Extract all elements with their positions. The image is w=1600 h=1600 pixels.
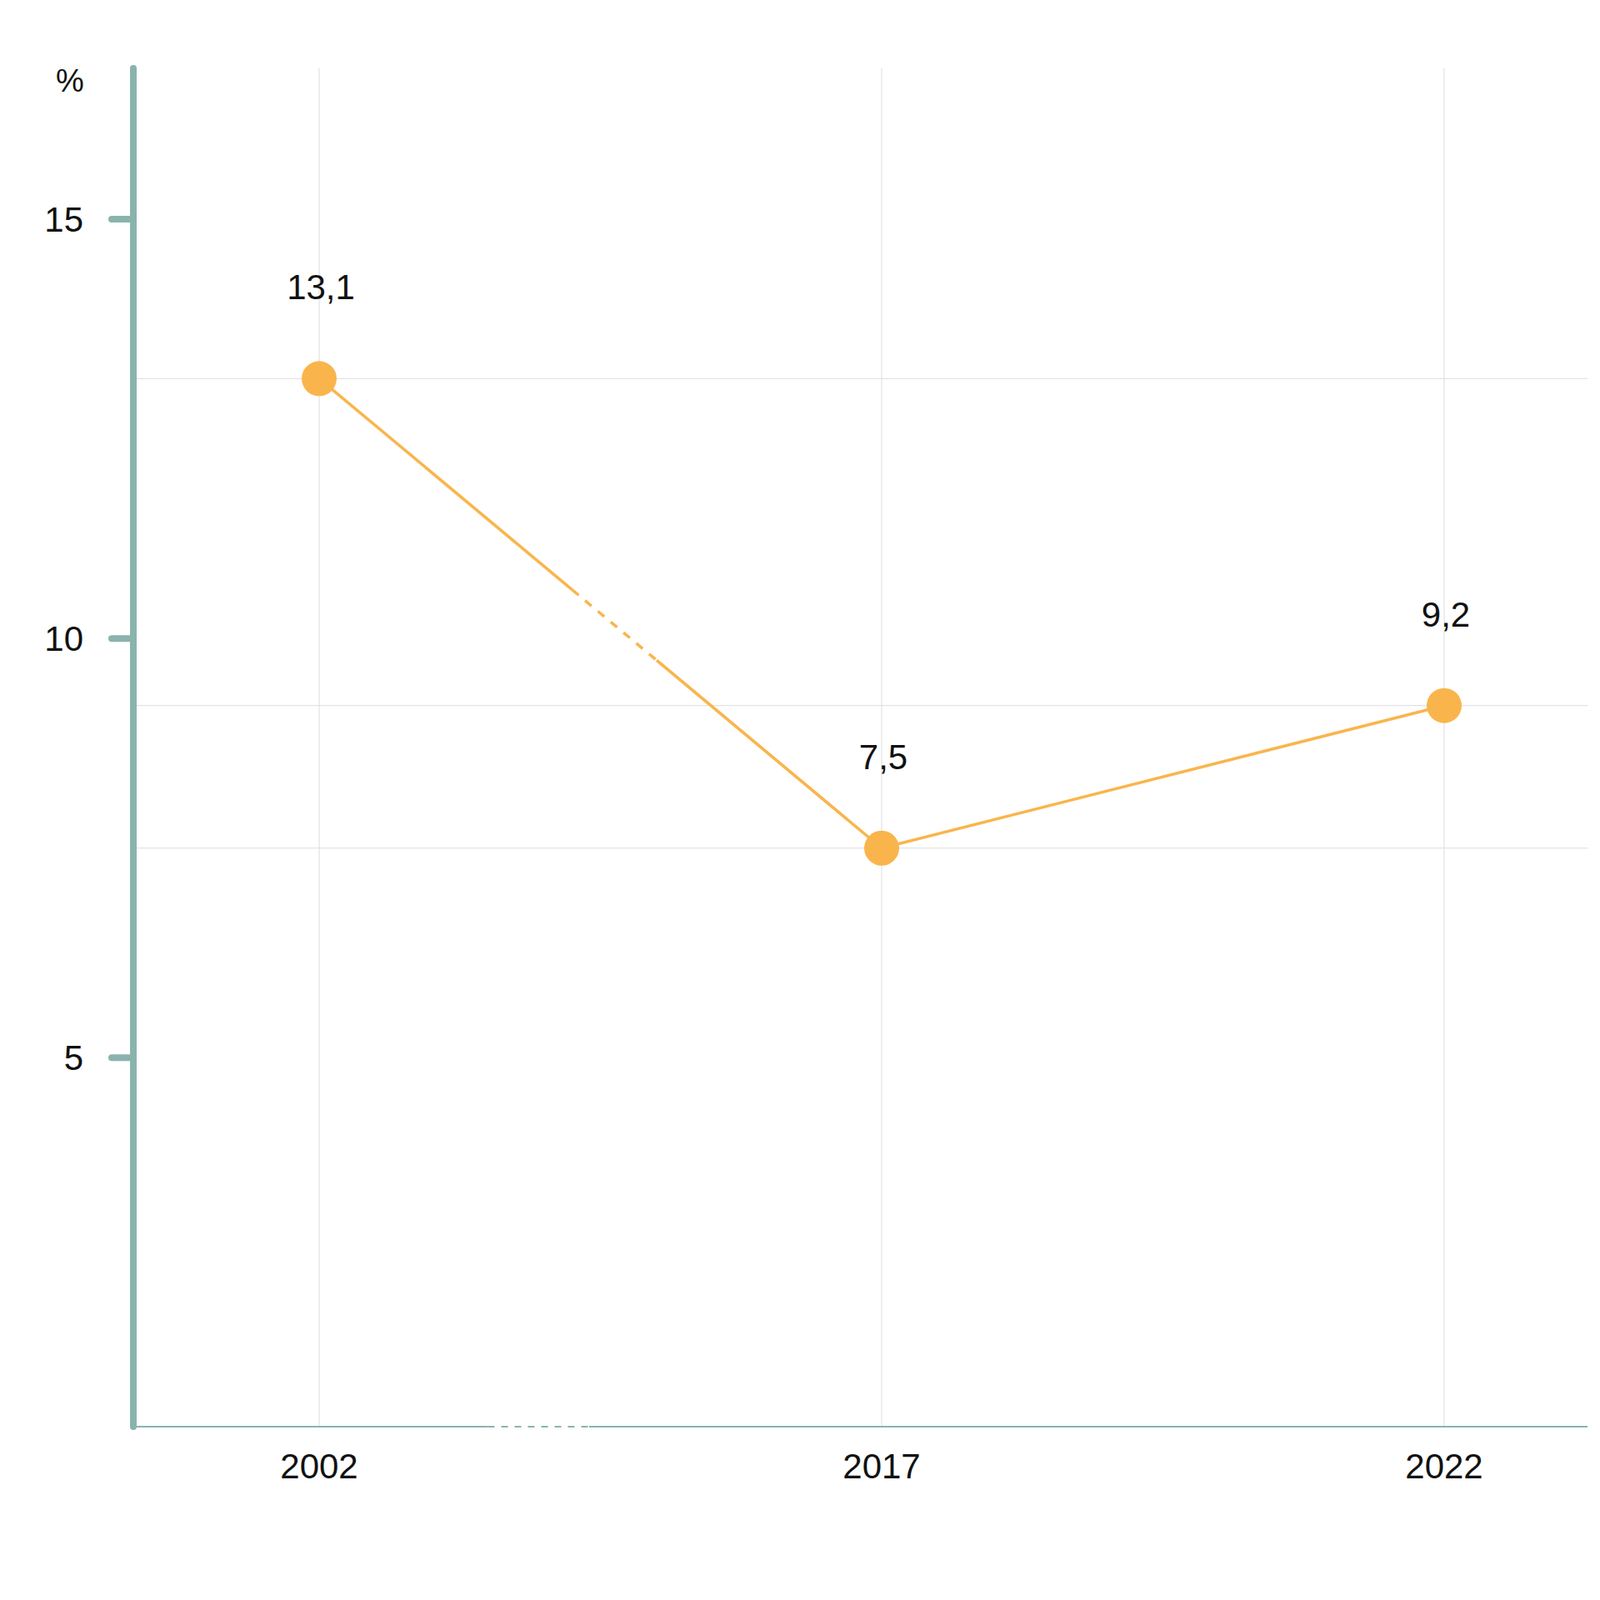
x-axis-line bbox=[133, 1425, 1588, 1428]
y-tick-label: 5 bbox=[64, 1038, 84, 1078]
y-tick bbox=[111, 635, 134, 642]
series bbox=[301, 360, 1462, 865]
x-tick-label: 2002 bbox=[280, 1446, 358, 1486]
grid-line-y bbox=[133, 378, 1588, 380]
data-labels: 13,1 7,5 9,2 bbox=[286, 267, 1470, 776]
axis-break bbox=[488, 1425, 590, 1428]
y-tick-label: 15 bbox=[44, 200, 84, 240]
y-axis: 5 10 15 bbox=[44, 68, 134, 1427]
grid-line-x bbox=[1444, 68, 1445, 1427]
line-break-gap bbox=[572, 590, 657, 661]
point bbox=[1426, 688, 1462, 724]
chart: 5 10 15% 2002 2017 2022 13,1 7,5 9,2 bbox=[0, 0, 1600, 1600]
data-label: 9,2 bbox=[1421, 595, 1470, 635]
line bbox=[319, 378, 1445, 848]
grid bbox=[133, 68, 1588, 1427]
line-break bbox=[572, 590, 657, 661]
point bbox=[864, 830, 900, 866]
x-axis: 2002 2017 2022 bbox=[133, 1426, 1588, 1486]
axis-break-gap bbox=[488, 1425, 590, 1429]
data-label: 13,1 bbox=[286, 267, 355, 307]
y-tick bbox=[111, 215, 134, 223]
y-tick bbox=[111, 1054, 134, 1061]
y-axis-line bbox=[130, 68, 137, 1427]
grid-line-y bbox=[133, 705, 1588, 706]
point bbox=[301, 360, 337, 396]
x-tick-label: 2022 bbox=[1405, 1446, 1483, 1486]
y-axis-label: % bbox=[55, 63, 85, 99]
data-label: 7,5 bbox=[859, 737, 908, 777]
x-tick-label: 2017 bbox=[842, 1446, 920, 1486]
y-tick-label: 10 bbox=[44, 619, 84, 659]
grid-line-y bbox=[133, 847, 1588, 849]
